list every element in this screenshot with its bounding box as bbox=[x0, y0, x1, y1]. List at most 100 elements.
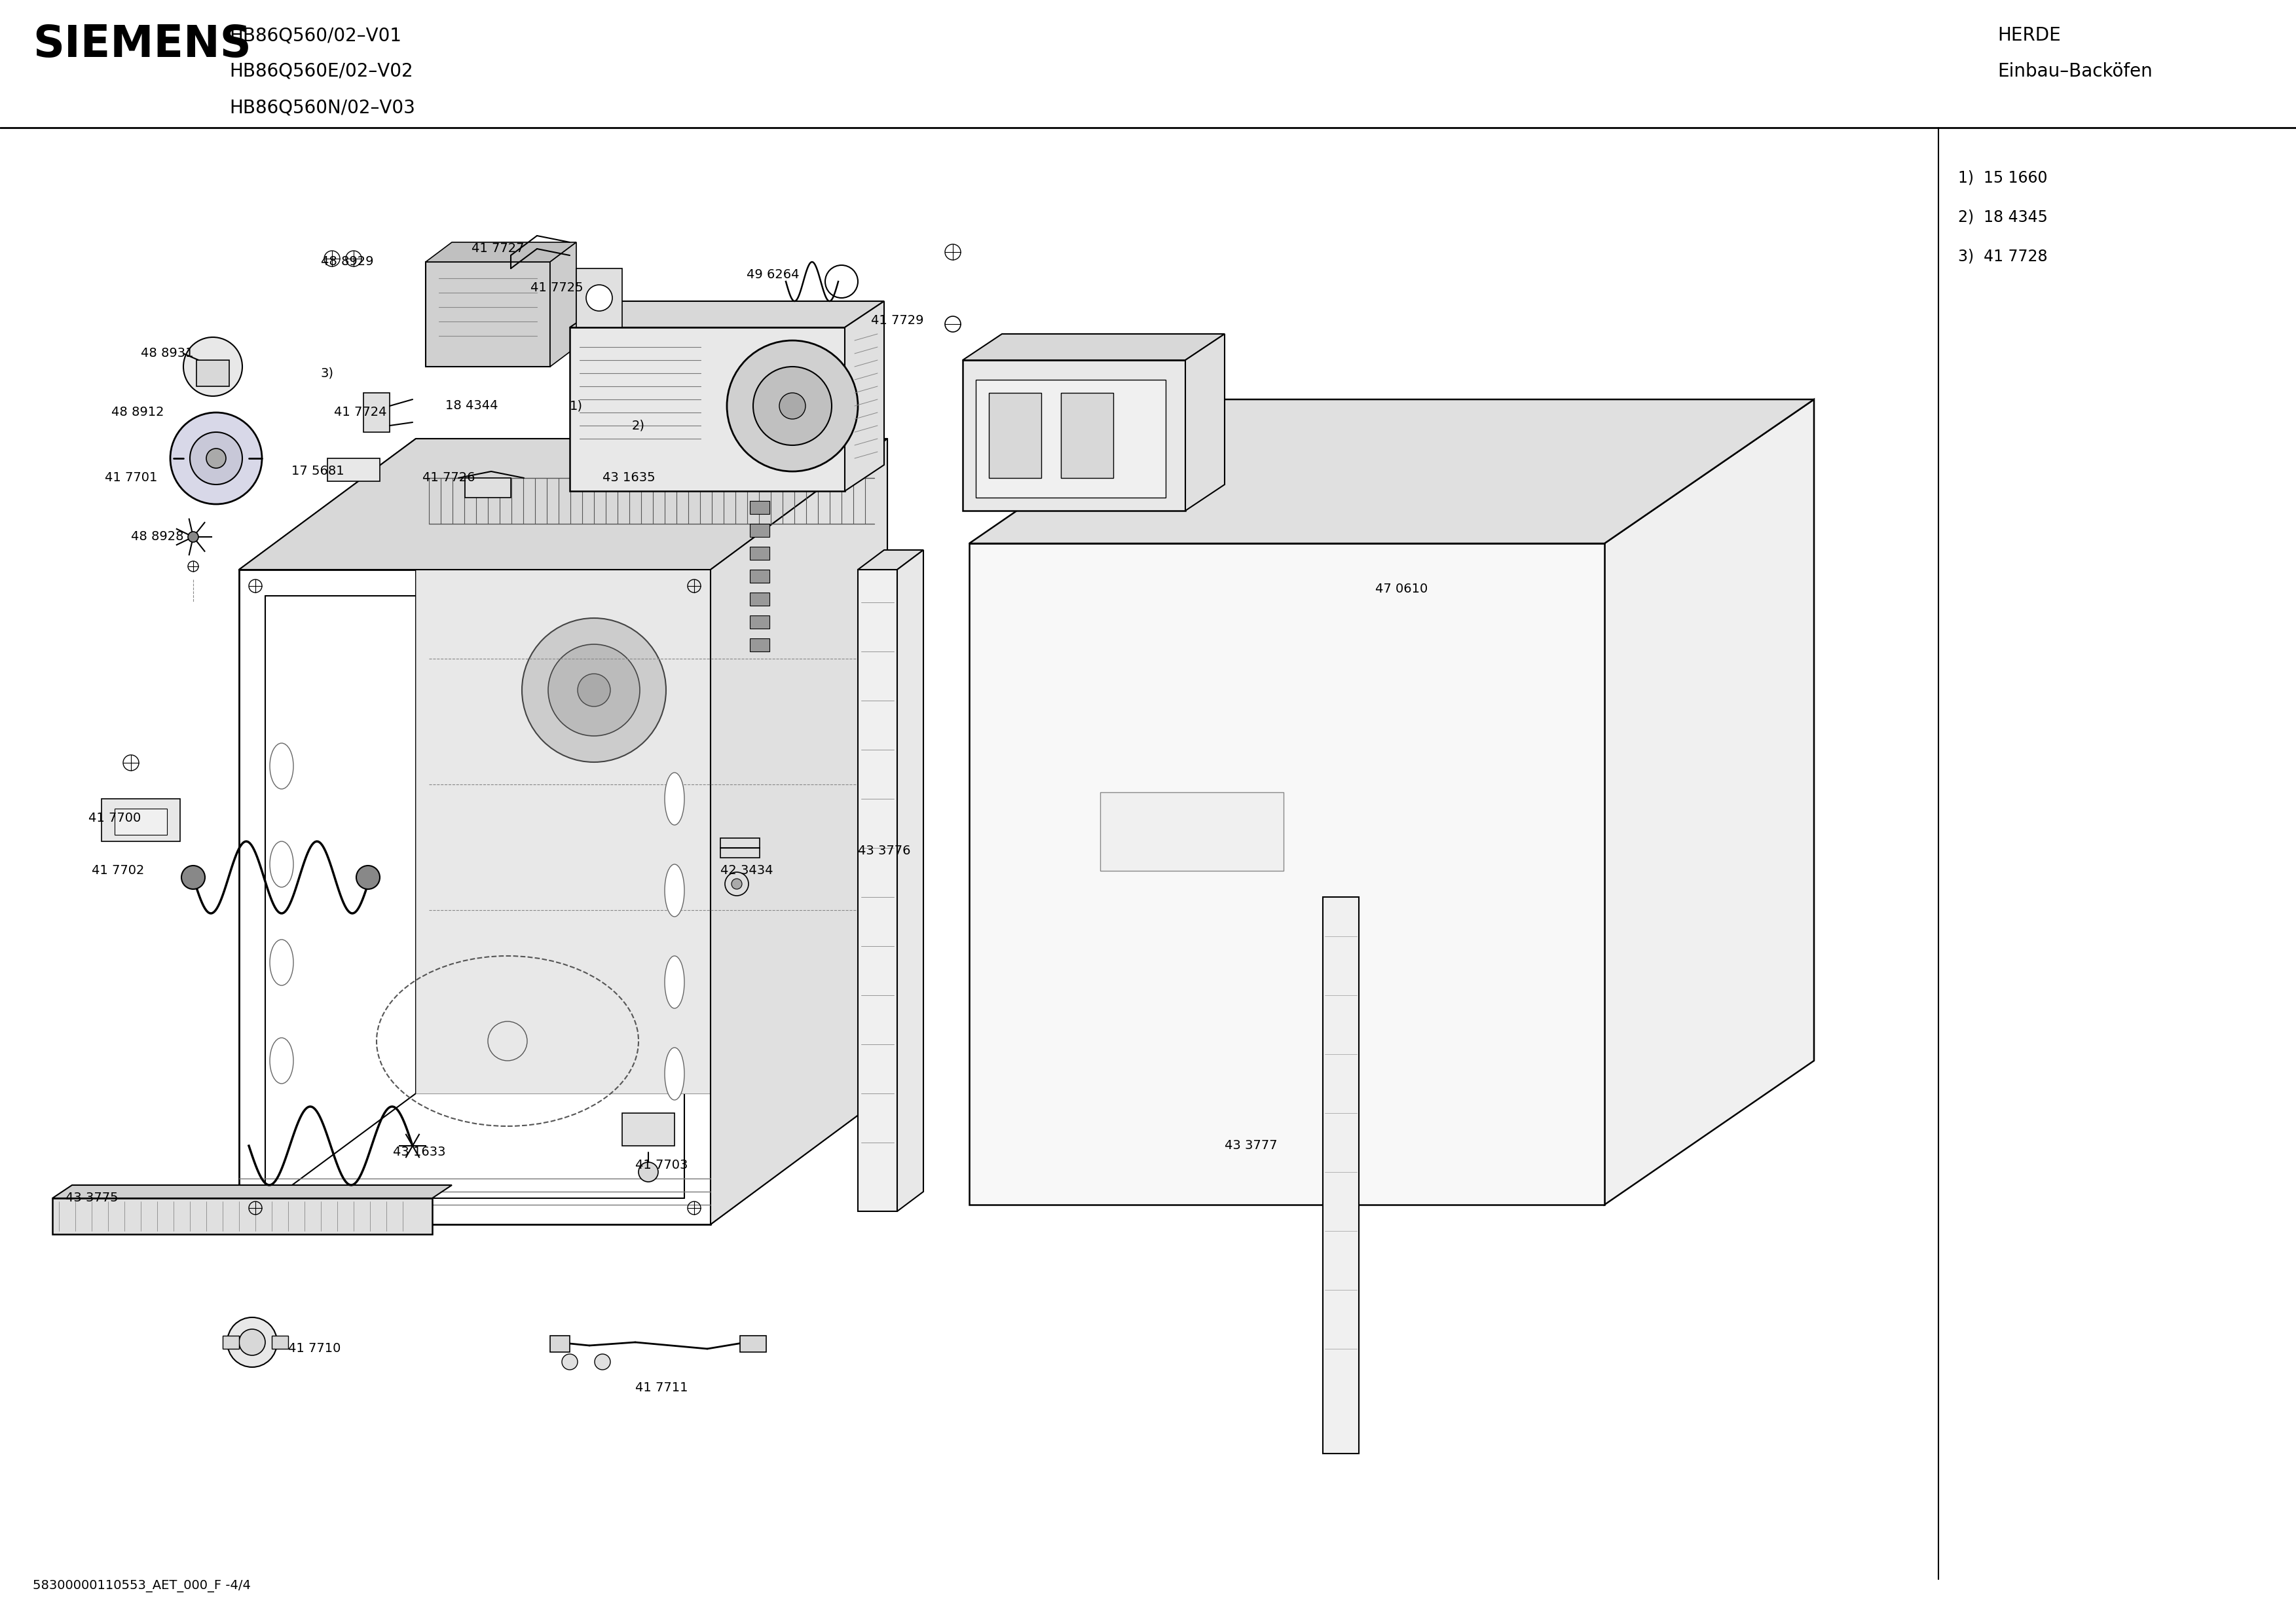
Bar bbox=[751, 616, 769, 629]
Text: SIEMENS: SIEMENS bbox=[32, 23, 250, 66]
Ellipse shape bbox=[271, 841, 294, 887]
Bar bbox=[271, 1336, 287, 1349]
Polygon shape bbox=[551, 242, 576, 366]
Ellipse shape bbox=[188, 532, 197, 542]
Text: 48 8929: 48 8929 bbox=[321, 255, 374, 268]
Text: 1)  15 1660: 1) 15 1660 bbox=[1958, 171, 2048, 185]
Bar bbox=[751, 593, 769, 606]
Ellipse shape bbox=[271, 940, 294, 985]
Ellipse shape bbox=[666, 956, 684, 1009]
Polygon shape bbox=[859, 550, 923, 569]
Bar bbox=[751, 524, 769, 537]
Ellipse shape bbox=[726, 872, 748, 896]
Bar bbox=[551, 1336, 569, 1352]
Polygon shape bbox=[416, 438, 886, 1093]
Ellipse shape bbox=[666, 864, 684, 917]
Bar bbox=[751, 479, 769, 492]
Text: HERDE: HERDE bbox=[1998, 26, 2062, 45]
Text: 58300000110553_AET_000_F -4/4: 58300000110553_AET_000_F -4/4 bbox=[32, 1580, 250, 1593]
Text: HB86Q560E/02–V02: HB86Q560E/02–V02 bbox=[230, 63, 413, 81]
Ellipse shape bbox=[239, 1330, 266, 1356]
Text: 41 7702: 41 7702 bbox=[92, 864, 145, 877]
Bar bbox=[976, 380, 1166, 498]
Text: 48 8928: 48 8928 bbox=[131, 530, 184, 543]
Text: 41 7729: 41 7729 bbox=[870, 314, 923, 327]
Polygon shape bbox=[969, 400, 1814, 543]
Text: 43 1635: 43 1635 bbox=[602, 471, 654, 484]
Ellipse shape bbox=[666, 772, 684, 825]
Text: 48 8912: 48 8912 bbox=[110, 406, 163, 419]
Ellipse shape bbox=[732, 879, 742, 890]
Ellipse shape bbox=[184, 337, 243, 397]
Bar bbox=[328, 458, 379, 482]
Text: Einbau–Backöfen: Einbau–Backöfen bbox=[1998, 63, 2151, 81]
Text: HB86Q560N/02–V03: HB86Q560N/02–V03 bbox=[230, 98, 416, 116]
Text: 43 3777: 43 3777 bbox=[1224, 1140, 1277, 1151]
Text: 41 7725: 41 7725 bbox=[530, 282, 583, 293]
Bar bbox=[425, 261, 551, 366]
Text: 41 7710: 41 7710 bbox=[287, 1343, 340, 1354]
Polygon shape bbox=[53, 1198, 432, 1235]
Text: 47 0610: 47 0610 bbox=[1375, 582, 1428, 595]
Polygon shape bbox=[425, 242, 576, 261]
Bar bbox=[197, 359, 230, 387]
Text: 1): 1) bbox=[569, 400, 583, 411]
Text: 3)  41 7728: 3) 41 7728 bbox=[1958, 248, 2048, 264]
Polygon shape bbox=[898, 550, 923, 1211]
Bar bbox=[990, 393, 1042, 479]
Bar bbox=[363, 393, 390, 432]
Ellipse shape bbox=[728, 340, 859, 471]
Bar bbox=[466, 479, 510, 498]
Ellipse shape bbox=[778, 393, 806, 419]
Ellipse shape bbox=[579, 674, 611, 706]
Bar bbox=[1100, 791, 1283, 870]
Bar bbox=[751, 638, 769, 651]
Text: HB86Q560/02–V01: HB86Q560/02–V01 bbox=[230, 26, 402, 45]
Text: 43 3775: 43 3775 bbox=[67, 1191, 119, 1204]
Polygon shape bbox=[969, 543, 1605, 1204]
Ellipse shape bbox=[170, 413, 262, 505]
Bar bbox=[739, 1336, 767, 1352]
Bar bbox=[751, 501, 769, 514]
Text: 41 7726: 41 7726 bbox=[422, 471, 475, 484]
Ellipse shape bbox=[207, 448, 225, 467]
Bar bbox=[576, 269, 622, 327]
Polygon shape bbox=[859, 569, 898, 1211]
Text: 41 7703: 41 7703 bbox=[636, 1159, 689, 1172]
Text: 41 7711: 41 7711 bbox=[636, 1381, 689, 1394]
Bar bbox=[721, 838, 760, 858]
Bar bbox=[622, 1112, 675, 1146]
Text: 41 7701: 41 7701 bbox=[106, 471, 158, 484]
Polygon shape bbox=[1322, 896, 1359, 1454]
Text: 41 7700: 41 7700 bbox=[90, 812, 140, 824]
Text: 48 8931: 48 8931 bbox=[140, 347, 193, 359]
Polygon shape bbox=[569, 301, 884, 327]
Ellipse shape bbox=[666, 1048, 684, 1099]
Bar bbox=[223, 1336, 239, 1349]
Ellipse shape bbox=[191, 432, 243, 485]
Polygon shape bbox=[1185, 334, 1224, 511]
Polygon shape bbox=[239, 438, 886, 569]
Polygon shape bbox=[569, 327, 845, 492]
Text: 43 3776: 43 3776 bbox=[859, 845, 912, 858]
Polygon shape bbox=[962, 334, 1224, 359]
Ellipse shape bbox=[549, 645, 641, 737]
Bar bbox=[751, 546, 769, 559]
Text: 49 6264: 49 6264 bbox=[746, 269, 799, 280]
Text: 2)  18 4345: 2) 18 4345 bbox=[1958, 210, 2048, 226]
Ellipse shape bbox=[356, 866, 379, 890]
Ellipse shape bbox=[563, 1354, 579, 1370]
Ellipse shape bbox=[181, 866, 204, 890]
Text: 42 3434: 42 3434 bbox=[721, 864, 774, 877]
Ellipse shape bbox=[521, 617, 666, 762]
Bar bbox=[115, 809, 168, 835]
Text: 3): 3) bbox=[321, 366, 333, 379]
Polygon shape bbox=[962, 359, 1185, 511]
Text: 2): 2) bbox=[631, 419, 645, 432]
Ellipse shape bbox=[227, 1317, 278, 1367]
Text: 17 5681: 17 5681 bbox=[292, 464, 344, 477]
Polygon shape bbox=[845, 301, 884, 492]
Ellipse shape bbox=[271, 743, 294, 788]
Ellipse shape bbox=[753, 366, 831, 445]
Ellipse shape bbox=[638, 1162, 659, 1182]
